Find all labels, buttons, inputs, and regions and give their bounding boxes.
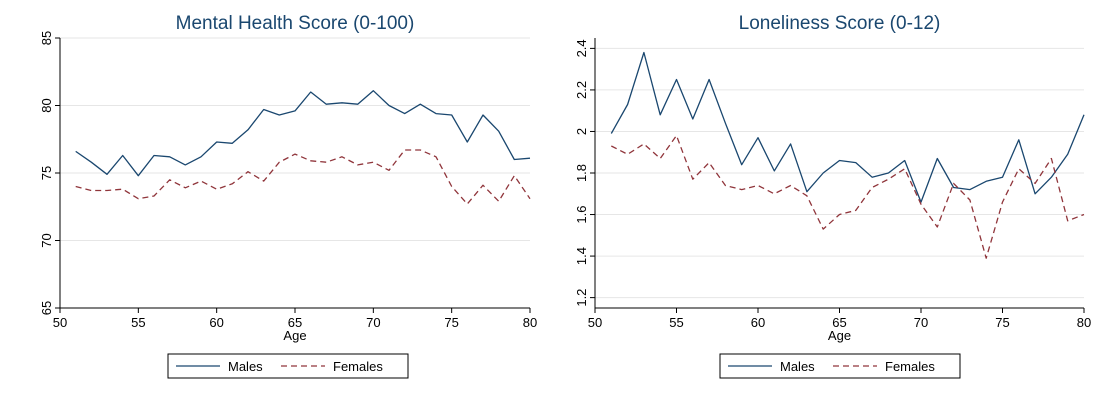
legend: Males Females: [167, 353, 409, 379]
y-tick-label: 85: [39, 31, 54, 45]
legend-label-females: Females: [333, 359, 383, 374]
x-tick-label: 80: [1077, 315, 1091, 330]
chart-title: Mental Health Score (0-100): [176, 13, 415, 34]
x-tick-label: 70: [366, 315, 380, 330]
y-tick-label: 2.2: [574, 81, 589, 99]
series-line-males: [75, 90, 531, 177]
y-tick-label: 2.4: [574, 39, 589, 57]
y-tick-label: 75: [39, 166, 54, 180]
x-tick-label: 55: [669, 315, 683, 330]
y-tick-label: 1.4: [574, 247, 589, 265]
chart-title: Loneliness Score (0-12): [739, 13, 941, 34]
x-tick-label: 75: [995, 315, 1009, 330]
x-axis-label: Age: [828, 328, 851, 343]
y-tick-label: 1.6: [574, 205, 589, 223]
legend-label-females: Females: [885, 359, 935, 374]
x-tick-label: 75: [444, 315, 458, 330]
x-axis-label: Age: [283, 328, 306, 343]
x-tick-label: 50: [588, 315, 602, 330]
series-line-males: [610, 51, 1085, 203]
x-tick-label: 50: [53, 315, 67, 330]
chart-panel-2: Loneliness Score (0-12) 1.2 1.4 1.6 1.8 2 2.2 2…: [574, 13, 1091, 379]
x-tick-label: 65: [288, 315, 302, 330]
y-tick-label: 2: [574, 128, 589, 135]
x-tick-label: 65: [832, 315, 846, 330]
x-tick-label: 60: [751, 315, 765, 330]
series-line-females: [611, 134, 1085, 259]
y-tick-label: 1.8: [574, 164, 589, 182]
legend-label-males: Males: [228, 359, 263, 374]
y-tick-label: 1.2: [574, 289, 589, 307]
x-tick-label: 80: [523, 315, 537, 330]
x-tick-label: 60: [209, 315, 223, 330]
x-tick-label: 70: [914, 315, 928, 330]
y-tick-label: 70: [39, 233, 54, 247]
y-tick-label: 80: [39, 98, 54, 112]
series-line-females: [75, 149, 531, 205]
legend: Males Females: [719, 353, 961, 379]
x-tick-label: 55: [131, 315, 145, 330]
legend-label-males: Males: [780, 359, 815, 374]
chart-panel-1: Mental Health Score (0-100) 65 70 75 80 85 50 5…: [39, 13, 537, 379]
y-tick-label: 65: [39, 301, 54, 315]
